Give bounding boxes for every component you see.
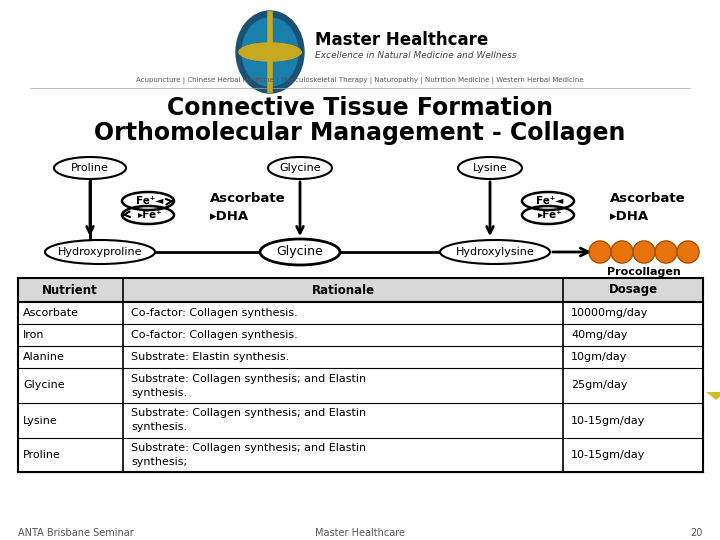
Ellipse shape — [54, 157, 126, 179]
Text: Master Healthcare: Master Healthcare — [315, 528, 405, 538]
Text: Lysine: Lysine — [472, 163, 508, 173]
Text: ▸Fe⁺: ▸Fe⁺ — [138, 210, 162, 220]
Circle shape — [263, 45, 277, 59]
Text: Substrate: Collagen synthesis; and Elastin: Substrate: Collagen synthesis; and Elast… — [131, 443, 366, 453]
Text: synthesis.: synthesis. — [131, 388, 187, 397]
Text: Lysine: Lysine — [23, 415, 58, 426]
Text: Rationale: Rationale — [312, 284, 374, 296]
Ellipse shape — [268, 157, 332, 179]
Text: Hydroxylysine: Hydroxylysine — [456, 247, 534, 257]
Text: Hydroxyproline: Hydroxyproline — [58, 247, 143, 257]
Text: Orthomolecular Management - Collagen: Orthomolecular Management - Collagen — [94, 121, 626, 145]
Text: synthesis.: synthesis. — [131, 422, 187, 433]
Text: Glycine: Glycine — [23, 381, 65, 390]
Text: Dosage: Dosage — [608, 284, 657, 296]
Ellipse shape — [239, 43, 301, 61]
Ellipse shape — [260, 239, 340, 265]
Text: Iron: Iron — [23, 330, 45, 340]
FancyArrow shape — [706, 392, 720, 400]
Text: Alanine: Alanine — [23, 352, 65, 362]
Text: Co-factor: Collagen synthesis.: Co-factor: Collagen synthesis. — [131, 330, 298, 340]
Text: Proline: Proline — [71, 163, 109, 173]
Text: ▸DHA: ▸DHA — [210, 210, 249, 222]
Text: Ascorbate: Ascorbate — [610, 192, 685, 206]
Bar — [18, 346, 703, 368]
Text: Ascorbate: Ascorbate — [23, 308, 79, 318]
Text: 10-15gm/day: 10-15gm/day — [571, 450, 645, 460]
Circle shape — [611, 241, 633, 263]
Text: ▸DHA: ▸DHA — [610, 210, 649, 222]
Text: ANTA Brisbane Seminar: ANTA Brisbane Seminar — [18, 528, 134, 538]
Text: Connective Tissue Formation: Connective Tissue Formation — [167, 96, 553, 120]
Text: 10gm/day: 10gm/day — [571, 352, 627, 362]
Text: 25gm/day: 25gm/day — [571, 381, 628, 390]
Text: 10-15gm/day: 10-15gm/day — [571, 415, 645, 426]
Circle shape — [589, 241, 611, 263]
Text: Substrate: Elastin synthesis.: Substrate: Elastin synthesis. — [131, 352, 289, 362]
Ellipse shape — [236, 11, 304, 93]
Text: Ascorbate: Ascorbate — [210, 192, 286, 206]
Text: Glycine: Glycine — [279, 163, 321, 173]
Circle shape — [655, 241, 677, 263]
Bar — [18, 368, 703, 403]
Ellipse shape — [440, 240, 550, 264]
Text: Fe⁺◄: Fe⁺◄ — [536, 196, 564, 206]
Text: Procollagen: Procollagen — [607, 267, 681, 277]
Bar — [18, 302, 703, 324]
Ellipse shape — [45, 240, 155, 264]
Text: Master Healthcare: Master Healthcare — [315, 31, 488, 49]
Bar — [18, 278, 703, 302]
Text: Substrate: Collagen synthesis; and Elastin: Substrate: Collagen synthesis; and Elast… — [131, 408, 366, 418]
Text: Glycine: Glycine — [276, 246, 323, 259]
Text: Fe⁺◄: Fe⁺◄ — [136, 196, 163, 206]
Text: Acupuncture | Chinese Herbal Medicine | Musculoskeletal Therapy | Naturopathy | : Acupuncture | Chinese Herbal Medicine | … — [136, 77, 584, 84]
Bar — [18, 438, 703, 472]
Circle shape — [633, 241, 655, 263]
Ellipse shape — [242, 18, 298, 86]
Ellipse shape — [458, 157, 522, 179]
Text: ▸Fe⁺: ▸Fe⁺ — [538, 210, 562, 220]
Text: synthesis;: synthesis; — [131, 457, 187, 467]
Bar — [18, 403, 703, 438]
Text: Nutrient: Nutrient — [42, 284, 98, 296]
Text: Proline: Proline — [23, 450, 61, 460]
Text: 10000mg/day: 10000mg/day — [571, 308, 649, 318]
Text: 20: 20 — [690, 528, 703, 538]
Text: Excellence in Natural Medicine and Wellness: Excellence in Natural Medicine and Welln… — [315, 51, 517, 60]
Circle shape — [677, 241, 699, 263]
Text: Co-factor: Collagen synthesis.: Co-factor: Collagen synthesis. — [131, 308, 298, 318]
Text: Substrate: Collagen synthesis; and Elastin: Substrate: Collagen synthesis; and Elast… — [131, 374, 366, 383]
Text: 40mg/day: 40mg/day — [571, 330, 628, 340]
Bar — [18, 324, 703, 346]
